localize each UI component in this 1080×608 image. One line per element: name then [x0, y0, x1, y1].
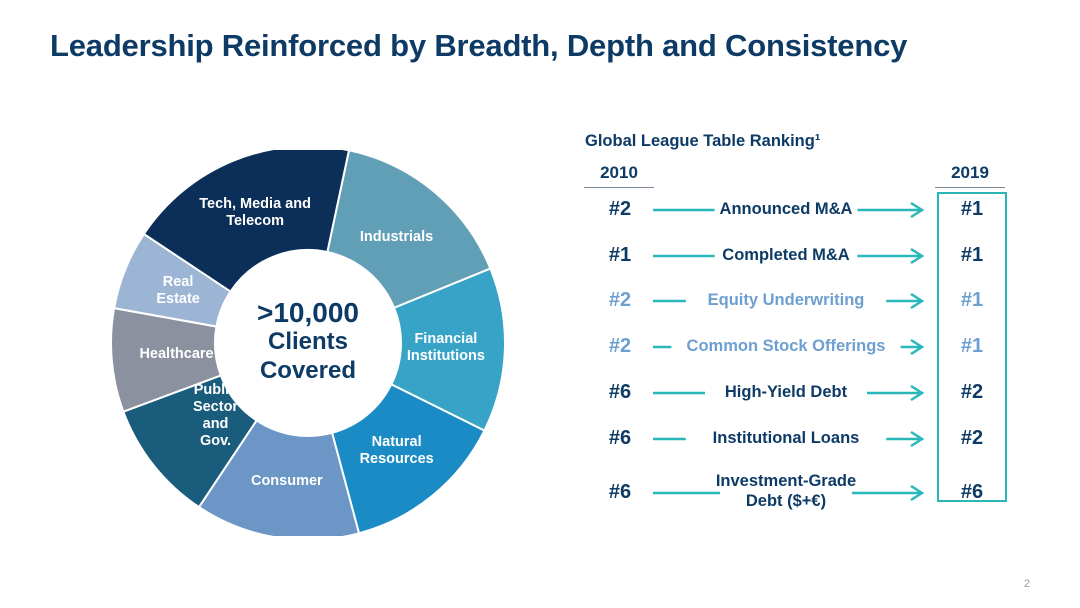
donut-slice	[330, 383, 486, 535]
donut-slice-label: Tech, Media and Telecom	[199, 196, 311, 230]
donut-slice	[389, 267, 506, 432]
ranking-category: Equity Underwriting	[707, 291, 865, 310]
donut-center-label: >10,000 Clients Covered	[230, 298, 386, 385]
ranking-2019-highlight-box	[937, 192, 1007, 502]
donut-slice	[326, 150, 492, 310]
rank-2010: #6	[608, 380, 632, 403]
ranking-category: Common Stock Offerings	[686, 337, 886, 356]
rank-2019: #1	[960, 243, 984, 266]
rank-2010: #2	[608, 198, 632, 220]
ranking-connector	[653, 339, 925, 356]
rank-2010: #1	[608, 243, 632, 266]
rank-2019: #2	[960, 380, 984, 403]
rank-2010: #6	[608, 481, 632, 504]
ranking-connector	[653, 384, 925, 401]
rank-2019: #1	[960, 335, 984, 358]
rank-2019: #6	[960, 481, 984, 504]
ranking-category: High-Yield Debt	[724, 382, 848, 401]
ranking-connector	[653, 247, 925, 264]
ranking-row: #2 Announced M&A #1	[585, 195, 1005, 235]
rank-2010: #2	[608, 289, 632, 312]
donut-slice-label: Industrials	[359, 228, 434, 245]
ranking-category: Completed M&A	[722, 245, 850, 264]
donut-slice-label: Natural Resources	[359, 434, 434, 468]
rank-2019: #2	[960, 426, 984, 449]
center-line-clients: Clients	[267, 328, 348, 355]
ranking-category: Institutional Loans	[712, 428, 860, 447]
donut-slice-label: Financial Institutions	[406, 331, 485, 365]
ranking-connector	[653, 201, 925, 219]
donut-slice-label: Real Estate	[156, 273, 200, 307]
rank-2010: #6	[608, 426, 632, 449]
ranking-row: #1 Completed M&A #1	[585, 241, 1005, 281]
ranking-category: Announced M&A	[719, 200, 853, 218]
client-coverage-donut	[110, 150, 506, 536]
donut-slice	[197, 419, 361, 536]
ranking-connector	[653, 485, 925, 502]
page-title: Leadership Reinforced by Breadth, Depth …	[50, 28, 908, 63]
rank-2019: #1	[960, 289, 984, 312]
ranking-row: #6 High-Yield Debt #2	[585, 378, 1005, 418]
center-count: >10,000	[257, 297, 359, 328]
rank-2019: #1	[960, 198, 984, 220]
ranking-row: #6 Institutional Loans #2	[585, 424, 1005, 464]
ranking-row: #2 Equity Underwriting #1	[585, 286, 1005, 326]
ranking-title: Global League Table Ranking¹	[585, 132, 821, 150]
ranking-category: Investment-Grade Debt ($+€)	[715, 472, 857, 511]
donut-slice	[142, 150, 351, 293]
ranking-connector	[653, 430, 925, 447]
ranking-row: #6 Investment-Grade Debt ($+€) #6	[585, 469, 1005, 511]
ranking-connector	[653, 293, 925, 310]
year-2010-header: 2010	[584, 163, 654, 188]
rank-2010: #2	[608, 335, 632, 358]
center-line-covered: Covered	[259, 357, 357, 384]
ranking-row: #2 Common Stock Offerings #1	[585, 332, 1005, 372]
page-number: 2	[1023, 578, 1030, 590]
year-2019-header: 2019	[935, 163, 1005, 188]
donut-slice-label: Consumer	[250, 472, 323, 489]
donut-slice-label: Healthcare	[139, 346, 214, 363]
donut-slice-label: Public Sector and Gov.	[192, 382, 239, 450]
